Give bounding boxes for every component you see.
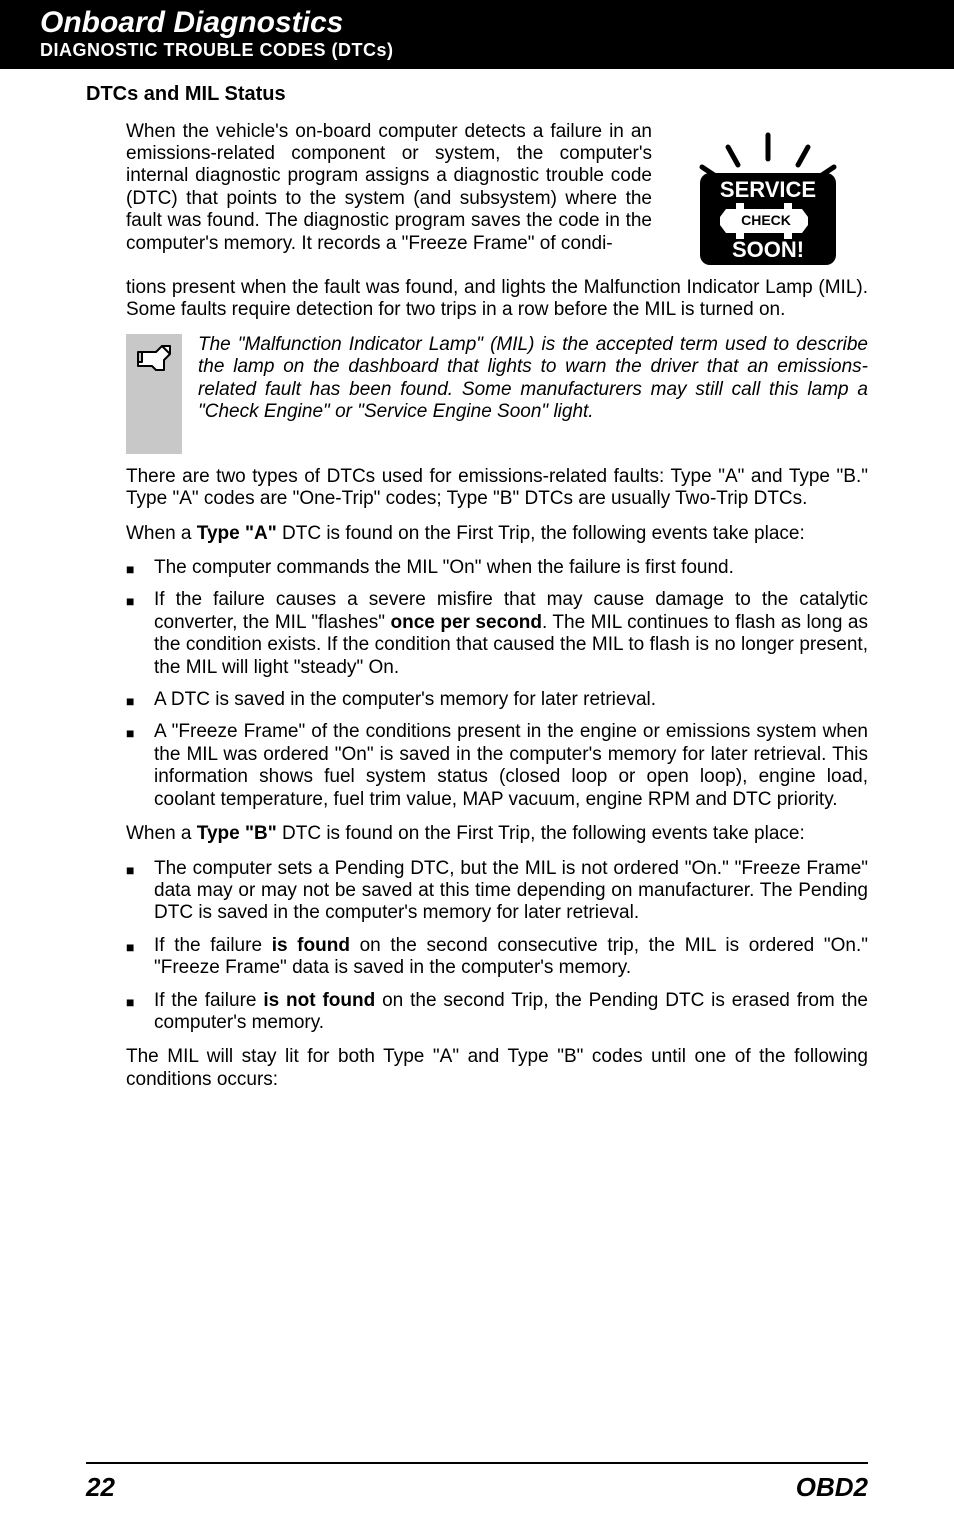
mil-line3: SOON!	[732, 237, 804, 262]
bullet-icon: ■	[126, 858, 154, 925]
para-closing: The MIL will stay lit for both Type "A" …	[126, 1046, 868, 1091]
list-item: ■The computer commands the MIL "On" when…	[126, 557, 868, 579]
section-heading: DTCs and MIL Status	[86, 83, 868, 107]
p3-post: DTC is found on the First Trip, the foll…	[277, 523, 805, 544]
p3-pre: When a	[126, 523, 197, 544]
footer-row: 22 OBD2	[86, 1472, 868, 1503]
footer: 22 OBD2	[0, 1462, 954, 1503]
intro-text-continued: tions present when the fault was found, …	[126, 277, 868, 322]
para-type-b-intro: When a Type "B" DTC is found on the Firs…	[126, 823, 868, 845]
para-type-a-intro: When a Type "A" DTC is found on the Firs…	[126, 523, 868, 545]
doc-label: OBD2	[796, 1472, 868, 1503]
list-a-4: A "Freeze Frame" of the conditions prese…	[154, 721, 868, 811]
content: DTCs and MIL Status When the vehicle's o…	[0, 69, 954, 1091]
note-text: The "Malfunction Indicator Lamp" (MIL) i…	[198, 334, 868, 454]
p4-post: DTC is found on the First Trip, the foll…	[277, 823, 805, 844]
bullet-icon: ■	[126, 557, 154, 579]
list-item: ■If the failure is found on the second c…	[126, 935, 868, 980]
list-a-2: If the failure causes a severe misfire t…	[154, 589, 868, 679]
list-b-1: The computer sets a Pending DTC, but the…	[154, 858, 868, 925]
list-a-3: A DTC is saved in the computer's memory …	[154, 689, 868, 711]
list-item: ■If the failure is not found on the seco…	[126, 990, 868, 1035]
list-type-b: ■The computer sets a Pending DTC, but th…	[126, 858, 868, 1035]
service-engine-soon-icon: SERVICE CHECK SOON!	[668, 123, 868, 279]
para-types: There are two types of DTCs used for emi…	[126, 466, 868, 511]
note-row: The "Malfunction Indicator Lamp" (MIL) i…	[126, 334, 868, 454]
pointing-hand-icon	[126, 334, 182, 454]
mil-rays	[702, 135, 834, 179]
bullet-icon: ■	[126, 721, 154, 811]
p3-bold: Type "A"	[197, 523, 277, 544]
p4-bold: Type "B"	[197, 823, 277, 844]
list-item: ■A "Freeze Frame" of the conditions pres…	[126, 721, 868, 811]
footer-rule	[86, 1462, 868, 1464]
mil-line1: SERVICE	[720, 177, 816, 202]
list-item: ■The computer sets a Pending DTC, but th…	[126, 858, 868, 925]
list-type-a: ■The computer commands the MIL "On" when…	[126, 557, 868, 811]
page: Onboard Diagnostics DIAGNOSTIC TROUBLE C…	[0, 0, 954, 1527]
bullet-icon: ■	[126, 589, 154, 679]
list-b-2: If the failure is found on the second co…	[154, 935, 868, 980]
mil-line2: CHECK	[741, 212, 791, 228]
header-bar: Onboard Diagnostics DIAGNOSTIC TROUBLE C…	[0, 0, 954, 69]
list-a-1: The computer commands the MIL "On" when …	[154, 557, 868, 579]
list-item: ■If the failure causes a severe misfire …	[126, 589, 868, 679]
list-b-3: If the failure is not found on the secon…	[154, 990, 868, 1035]
p4-pre: When a	[126, 823, 197, 844]
bullet-icon: ■	[126, 990, 154, 1035]
bullet-icon: ■	[126, 689, 154, 711]
header-title: Onboard Diagnostics	[40, 6, 914, 40]
bullet-icon: ■	[126, 935, 154, 980]
intro-block: When the vehicle's on-board computer det…	[126, 121, 868, 279]
intro-text-wrapped: When the vehicle's on-board computer det…	[126, 121, 652, 255]
header-subtitle: DIAGNOSTIC TROUBLE CODES (DTCs)	[40, 40, 914, 61]
page-number: 22	[86, 1472, 115, 1503]
list-item: ■A DTC is saved in the computer's memory…	[126, 689, 868, 711]
